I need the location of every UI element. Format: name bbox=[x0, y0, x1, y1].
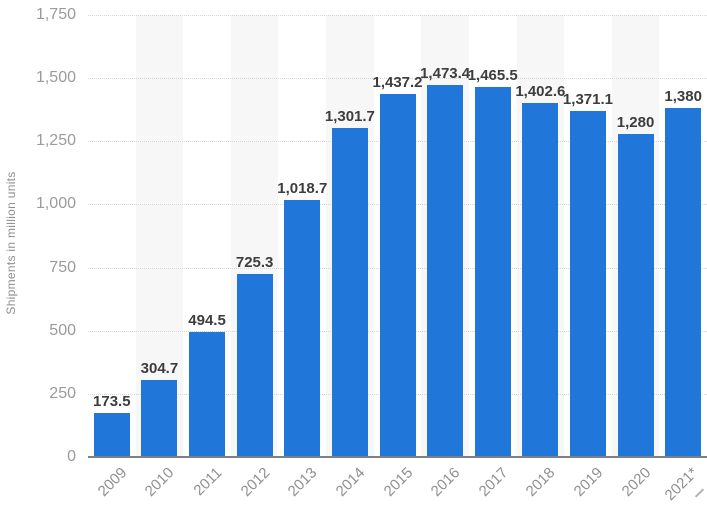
x-tick-label-2014: 2014 bbox=[332, 464, 369, 500]
bar-2020[interactable] bbox=[617, 133, 654, 457]
value-label-2011: 494.5 bbox=[188, 312, 226, 330]
x-axis-line bbox=[88, 456, 707, 458]
y-tick-label-1250: 1,250 bbox=[35, 132, 76, 150]
x-tick-label-2013: 2013 bbox=[284, 464, 321, 500]
value-label-2010: 304.7 bbox=[140, 360, 179, 378]
bar-2011[interactable] bbox=[189, 332, 226, 457]
bar-2010[interactable] bbox=[141, 380, 178, 457]
x-tick-label-2010: 2010 bbox=[142, 464, 178, 500]
y-tick-label-1750: 1,750 bbox=[35, 6, 76, 23]
y-tick-label-250: 250 bbox=[49, 384, 76, 402]
bar-2012[interactable] bbox=[236, 273, 273, 457]
y-tick-label-500: 500 bbox=[49, 321, 76, 339]
value-label-2016: 1,473.4 bbox=[420, 64, 471, 82]
gridline-1500 bbox=[88, 78, 707, 80]
cropped-label-fragment bbox=[694, 488, 705, 498]
x-tick-label-2017: 2017 bbox=[475, 464, 512, 500]
x-tick-label-2016: 2016 bbox=[427, 464, 464, 500]
bar-2021[interactable] bbox=[665, 108, 702, 457]
value-label-2019: 1,371.1 bbox=[562, 90, 613, 108]
value-label-2013: 1,018.7 bbox=[277, 179, 328, 197]
x-tick-label-2021: 2021* bbox=[661, 464, 702, 505]
value-label-2015: 1,437.2 bbox=[372, 74, 423, 92]
value-label-2012: 725.3 bbox=[235, 253, 274, 271]
value-label-2018: 1,402.6 bbox=[515, 82, 566, 100]
value-label-2021: 1,380 bbox=[664, 88, 702, 106]
value-label-2009: 173.5 bbox=[93, 393, 131, 411]
x-tick-label-2011: 2011 bbox=[190, 464, 226, 500]
gridline-1750 bbox=[88, 15, 707, 16]
bar-2017[interactable] bbox=[474, 86, 511, 457]
value-label-2014: 1,301.7 bbox=[324, 108, 375, 126]
y-tick-label-1000: 1,000 bbox=[35, 195, 76, 213]
value-label-2017: 1,465.5 bbox=[467, 66, 518, 84]
bar-2009[interactable] bbox=[93, 413, 130, 457]
y-axis-title: Shipments in million units bbox=[4, 171, 18, 315]
x-tick-label-2012: 2012 bbox=[237, 464, 273, 500]
bar-2013[interactable] bbox=[284, 199, 321, 457]
bar-2018[interactable] bbox=[522, 102, 559, 457]
value-label-2020: 1,280 bbox=[616, 113, 655, 131]
x-tick-label-2015: 2015 bbox=[380, 464, 416, 500]
bar-2016[interactable] bbox=[427, 84, 464, 457]
x-tick-label-2019: 2019 bbox=[570, 464, 607, 500]
bar-2015[interactable] bbox=[379, 94, 416, 457]
plot-band-2009 bbox=[88, 15, 136, 457]
bar-2019[interactable] bbox=[569, 110, 606, 457]
plot-area: 173.5 304.7 494.5 725.3 1,018.7 1,301.7 1,437.… bbox=[88, 15, 707, 458]
y-tick-label-1500: 1,500 bbox=[35, 69, 76, 87]
x-tick-label-2009: 2009 bbox=[94, 464, 131, 500]
bar-2014[interactable] bbox=[331, 128, 368, 457]
y-tick-label-750: 750 bbox=[49, 258, 76, 276]
x-tick-label-2018: 2018 bbox=[523, 464, 559, 500]
y-tick-label-0: 0 bbox=[67, 448, 76, 465]
x-tick-label-2020: 2020 bbox=[618, 464, 654, 500]
